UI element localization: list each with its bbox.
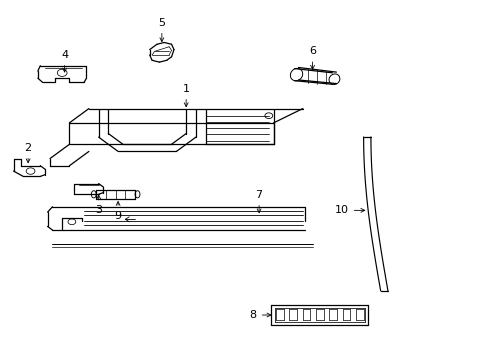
Text: 4: 4 (61, 50, 68, 72)
Text: 6: 6 (308, 46, 315, 69)
Text: 3: 3 (95, 195, 102, 215)
Text: 5: 5 (158, 18, 165, 42)
Text: 8: 8 (249, 310, 270, 320)
Text: 9: 9 (114, 202, 122, 221)
Text: 2: 2 (24, 143, 32, 163)
Text: 7: 7 (255, 190, 262, 213)
Text: 1: 1 (183, 84, 189, 107)
Text: 10: 10 (334, 205, 364, 215)
